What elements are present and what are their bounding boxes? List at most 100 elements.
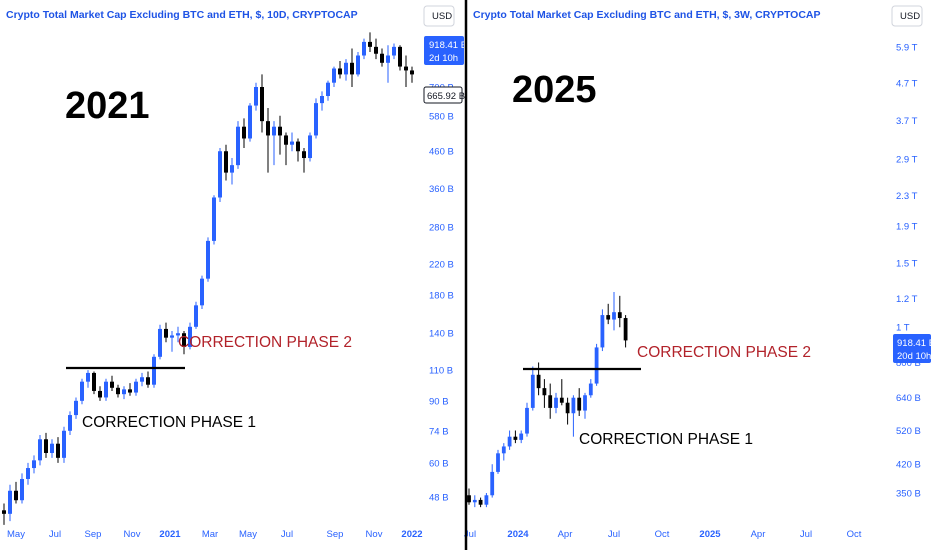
- candle: [56, 437, 60, 463]
- candle-body: [206, 240, 210, 279]
- candle: [266, 108, 270, 173]
- y-tick-label: 90 B: [429, 396, 449, 407]
- candle-body: [548, 395, 553, 408]
- candle: [194, 301, 198, 329]
- candle-body: [490, 471, 495, 496]
- y-tick-label: 5.9 T: [896, 43, 918, 54]
- candle-body: [194, 305, 198, 327]
- candle-body: [507, 436, 512, 447]
- candle: [398, 45, 402, 71]
- candle: [600, 309, 605, 352]
- candle-body: [332, 68, 336, 83]
- candle: [14, 481, 18, 504]
- x-tick-label: Nov: [366, 529, 383, 540]
- candle: [8, 484, 12, 522]
- x-tick-label: 2024: [507, 529, 529, 540]
- candle: [272, 121, 276, 166]
- candle: [134, 378, 138, 396]
- candle-body: [230, 165, 234, 173]
- candle-body: [530, 374, 535, 408]
- candle-body: [116, 387, 120, 395]
- candle: [332, 66, 336, 87]
- candle: [200, 275, 204, 310]
- y-tick-label: 1 T: [896, 323, 910, 334]
- candle-body: [617, 312, 622, 319]
- candle: [260, 74, 264, 133]
- x-tick-label: 2021: [159, 529, 181, 540]
- x-tick-label: Jul: [608, 529, 620, 540]
- candle-body: [2, 510, 6, 514]
- candle: [410, 66, 414, 83]
- right-currency-button[interactable]: [891, 5, 923, 27]
- x-tick-label: 2022: [401, 529, 422, 540]
- candle: [344, 59, 348, 81]
- candle: [122, 386, 126, 400]
- x-tick-label: Nov: [124, 529, 141, 540]
- candle: [472, 495, 477, 508]
- candle-body: [588, 383, 593, 396]
- candle-body: [26, 468, 30, 479]
- candle-body: [38, 439, 42, 461]
- candle-body: [374, 46, 378, 54]
- candle: [467, 488, 471, 505]
- y-tick-label: 140 B: [429, 329, 454, 340]
- candle: [577, 388, 582, 416]
- candle-body: [571, 397, 576, 414]
- candle-body: [50, 443, 54, 453]
- candle: [110, 375, 114, 391]
- candle-body: [86, 372, 90, 382]
- candle-body: [92, 372, 96, 391]
- left-currency-button[interactable]: [423, 5, 455, 27]
- y-tick-label: 520 B: [896, 426, 921, 437]
- candle: [484, 493, 489, 508]
- candle-body: [623, 318, 628, 341]
- x-tick-label: Oct: [847, 529, 862, 540]
- left-price-tag: [424, 36, 464, 65]
- candle-body: [62, 430, 66, 458]
- candle-body: [612, 312, 616, 320]
- y-tick-label: 3.7 T: [896, 116, 918, 127]
- candle-body: [254, 87, 258, 106]
- left-year-label: 2021: [65, 85, 150, 127]
- candle: [374, 38, 378, 60]
- candle: [218, 147, 222, 203]
- candle: [152, 354, 156, 388]
- candle: [104, 378, 108, 401]
- left-chart-title: Crypto Total Market Cap Excluding BTC an…: [6, 9, 358, 21]
- candle: [404, 55, 408, 87]
- candle: [140, 372, 144, 387]
- x-tick-label: 2025: [699, 529, 721, 540]
- left-price-value: 918.41 B: [429, 40, 467, 51]
- candle-body: [170, 335, 174, 338]
- candle-body: [302, 151, 306, 159]
- candle-body: [404, 66, 408, 71]
- candle: [606, 303, 611, 325]
- candle: [326, 80, 330, 101]
- candle: [248, 103, 252, 142]
- candle: [116, 384, 120, 398]
- candle-body: [44, 439, 48, 453]
- candle-body: [577, 397, 582, 411]
- candle: [62, 426, 66, 463]
- y-tick-label: 180 B: [429, 290, 454, 301]
- y-tick-label: 60 B: [429, 458, 449, 469]
- left-price-countdown: 2d 10h: [429, 53, 458, 64]
- candle: [158, 324, 162, 360]
- candle-body: [386, 55, 390, 63]
- candle: [38, 434, 42, 466]
- right-price-tag: [893, 334, 931, 363]
- candle: [496, 449, 500, 474]
- candle-body: [158, 328, 162, 357]
- candle: [559, 379, 564, 406]
- candle: [92, 371, 96, 395]
- candle-body: [236, 126, 240, 166]
- candle: [32, 455, 36, 474]
- candle: [284, 132, 288, 166]
- candle: [490, 464, 495, 498]
- candle-body: [74, 400, 78, 416]
- x-tick-label: Mar: [202, 529, 218, 540]
- candle: [230, 158, 234, 185]
- left-secondary-tag: [423, 86, 463, 104]
- candle: [128, 383, 132, 396]
